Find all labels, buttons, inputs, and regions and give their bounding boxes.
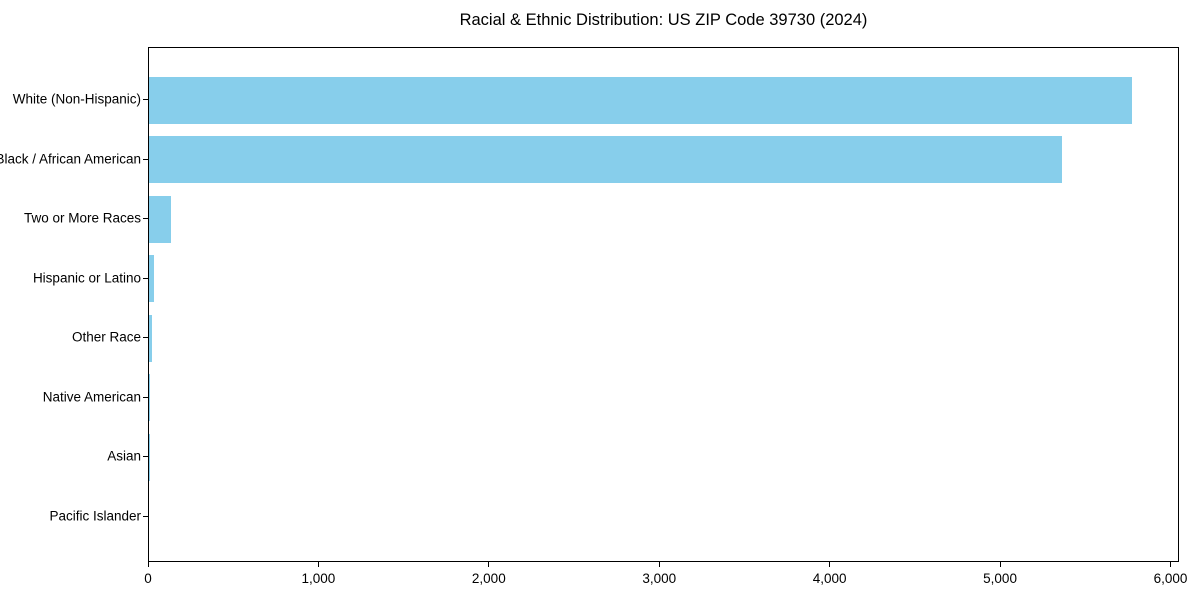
y-tick-label-native-american: Native American <box>42 389 141 404</box>
x-tick-label-2000: 2,000 <box>471 571 506 586</box>
x-tick-mark <box>1169 562 1171 567</box>
chart-title: Racial & Ethnic Distribution: US ZIP Cod… <box>459 11 868 29</box>
bar-hispanic-or-latino <box>149 255 155 302</box>
x-tick-label-5000: 5,000 <box>983 571 1017 586</box>
x-tick-mark <box>147 562 149 567</box>
y-tick-label-other-race: Other Race <box>71 329 141 345</box>
x-tick-mark <box>829 562 831 567</box>
plot-area <box>148 47 1179 562</box>
bar-other-race <box>149 314 153 362</box>
x-tick-mark <box>658 562 660 567</box>
y-tick-label-hispanic-or-latino: Hispanic or Latino <box>32 270 141 285</box>
y-tick-label-pacific-islander: Pacific Islander <box>49 508 141 523</box>
y-tick-label-black-african-american: Black / African American <box>0 151 141 166</box>
bar-white-non-hispanic <box>149 76 1133 124</box>
y-tick-mark <box>143 277 148 279</box>
y-tick-label-asian: Asian <box>107 448 141 464</box>
x-tick-mark <box>488 562 490 567</box>
bar-native-american <box>149 374 151 421</box>
y-tick-mark <box>143 99 148 100</box>
y-tick-mark <box>143 337 148 338</box>
x-tick-mark <box>317 562 319 567</box>
bar-two-or-more-races <box>149 195 172 243</box>
y-tick-mark <box>143 396 148 398</box>
x-tick-label-1000: 1,000 <box>301 571 336 586</box>
y-tick-mark <box>143 456 148 457</box>
y-tick-mark <box>143 158 148 160</box>
y-tick-mark <box>143 218 148 219</box>
x-tick-label-6000: 6,000 <box>1153 571 1188 586</box>
bar-black-african-american <box>149 136 1063 183</box>
y-tick-label-two-or-more-races: Two or More Races <box>23 210 141 226</box>
x-tick-mark <box>999 562 1001 567</box>
y-tick-label-white-non-hispanic: White (Non-Hispanic) <box>12 91 141 107</box>
x-tick-label-4000: 4,000 <box>812 571 847 586</box>
y-tick-mark <box>143 515 148 517</box>
x-tick-label-0: 0 <box>144 571 152 586</box>
x-tick-label-3000: 3,000 <box>642 571 677 586</box>
